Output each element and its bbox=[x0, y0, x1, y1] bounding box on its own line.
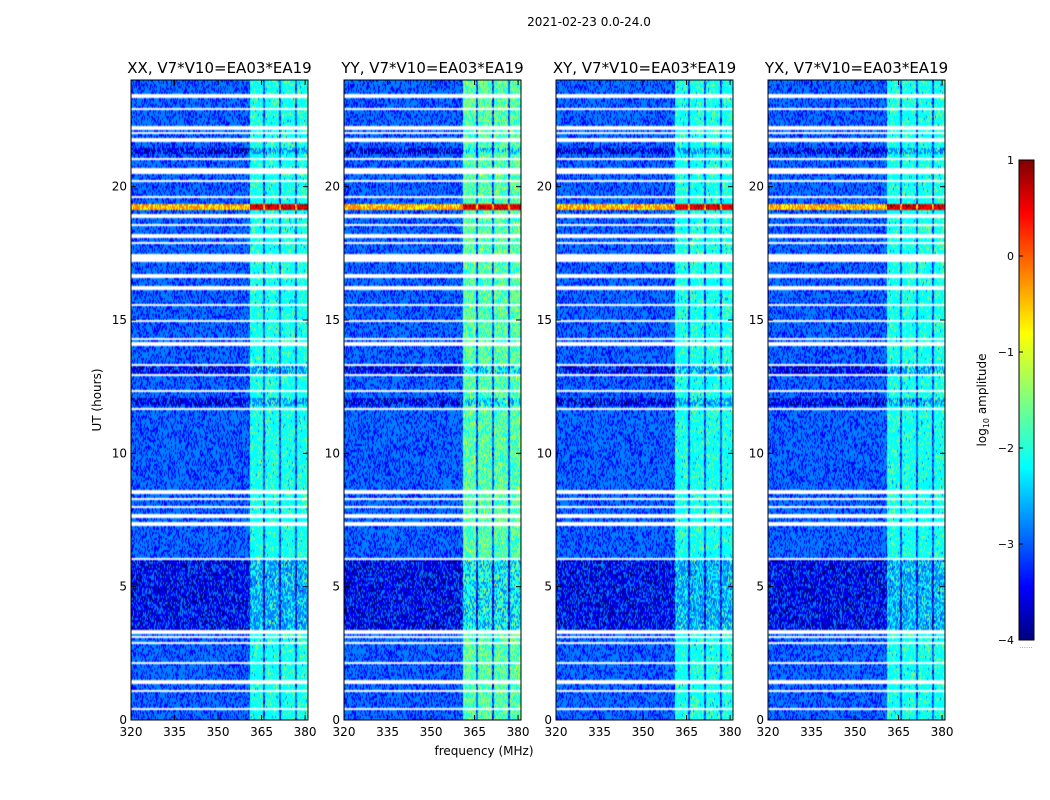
x-tick-label: 380 bbox=[931, 725, 954, 739]
panel-heatmap bbox=[131, 80, 308, 720]
colorbar-tick-label: −2 bbox=[998, 442, 1014, 455]
colorbar-tick-label: −4 bbox=[998, 634, 1014, 647]
colorbar-gradient bbox=[1018, 159, 1035, 641]
x-tick-label: 350 bbox=[420, 725, 443, 739]
y-tick-label: 15 bbox=[537, 313, 552, 327]
panel-frame bbox=[343, 79, 522, 721]
colorbar: 10−1−2−3−4 log10 amplitude ...... bbox=[975, 154, 1035, 650]
x-tick-label: 365 bbox=[250, 725, 273, 739]
y-tick-label: 20 bbox=[749, 180, 764, 194]
panels: XX, V7*V10=EA03*EA19 0 5 10 15 20 320 335 350 365… bbox=[112, 59, 954, 739]
x-tick-label: 320 bbox=[333, 725, 356, 739]
y-tick-label: 5 bbox=[332, 580, 340, 594]
x-tick-label: 320 bbox=[545, 725, 568, 739]
colorbar-label-sub: 10 bbox=[982, 418, 991, 428]
colorbar-tick-label: 0 bbox=[1007, 250, 1014, 263]
panel-heatmap bbox=[344, 80, 521, 720]
panel-title: XX, V7*V10=EA03*EA19 bbox=[127, 59, 311, 77]
panel-2: XY, V7*V10=EA03*EA19 0 5 10 15 20 320 335 350 365… bbox=[537, 59, 742, 739]
colorbar-tick-label: −3 bbox=[998, 538, 1014, 551]
panel-title: YX, V7*V10=EA03*EA19 bbox=[764, 59, 948, 77]
colorbar-caption: ...... bbox=[1019, 642, 1032, 650]
y-tick-label: 15 bbox=[325, 313, 340, 327]
x-tick-label: 335 bbox=[800, 725, 823, 739]
y-tick-label: 0 bbox=[544, 713, 552, 727]
panel-frame bbox=[130, 79, 309, 721]
y-tick-label: 10 bbox=[537, 446, 552, 460]
x-tick-label: 320 bbox=[757, 725, 780, 739]
x-tick-label: 380 bbox=[294, 725, 317, 739]
y-tick-label: 0 bbox=[332, 713, 340, 727]
y-tick-label: 5 bbox=[119, 580, 127, 594]
colorbar-label-main: log bbox=[975, 428, 989, 446]
x-axis-label: frequency (MHz) bbox=[434, 744, 533, 758]
colorbar-tick-label: 1 bbox=[1007, 154, 1014, 167]
x-tick-label: 365 bbox=[887, 725, 910, 739]
colorbar-ticks: 1 0 −1 −2 −3 −4 bbox=[998, 154, 1023, 647]
y-axis-label: UT (hours) bbox=[90, 368, 104, 431]
y-tick-label: 20 bbox=[325, 180, 340, 194]
y-tick-label: 15 bbox=[112, 313, 127, 327]
x-tick-label: 320 bbox=[120, 725, 143, 739]
y-tick-label: 5 bbox=[544, 580, 552, 594]
x-tick-label: 350 bbox=[632, 725, 655, 739]
y-tick-label: 10 bbox=[749, 446, 764, 460]
panel-frame bbox=[767, 79, 946, 721]
y-tick-label: 20 bbox=[112, 180, 127, 194]
x-tick-label: 365 bbox=[675, 725, 698, 739]
x-tick-label: 365 bbox=[463, 725, 486, 739]
colorbar-label: log10 amplitude bbox=[975, 354, 991, 447]
figure-title: 2021-02-23 0.0-24.0 bbox=[527, 15, 651, 29]
panel-1: YY, V7*V10=EA03*EA19 0 5 10 15 20 320 335 350 365… bbox=[325, 59, 530, 739]
panel-3: YX, V7*V10=EA03*EA19 0 5 10 15 20 320 335 350 365… bbox=[749, 59, 954, 739]
x-tick-label: 335 bbox=[163, 725, 186, 739]
y-tick-label: 0 bbox=[756, 713, 764, 727]
x-tick-label: 350 bbox=[844, 725, 867, 739]
panel-frame bbox=[555, 79, 734, 721]
x-tick-label: 380 bbox=[507, 725, 530, 739]
colorbar-tick-label: −1 bbox=[998, 346, 1014, 359]
x-tick-label: 350 bbox=[207, 725, 230, 739]
y-tick-label: 0 bbox=[119, 713, 127, 727]
y-tick-label: 20 bbox=[537, 180, 552, 194]
y-tick-label: 15 bbox=[749, 313, 764, 327]
colorbar-label-rest: amplitude bbox=[975, 354, 989, 418]
x-tick-label: 335 bbox=[588, 725, 611, 739]
y-tick-label: 10 bbox=[325, 446, 340, 460]
panel-heatmap bbox=[768, 80, 945, 720]
panel-title: YY, V7*V10=EA03*EA19 bbox=[340, 59, 523, 77]
x-tick-label: 335 bbox=[376, 725, 399, 739]
panel-0: XX, V7*V10=EA03*EA19 0 5 10 15 20 320 335 350 365… bbox=[112, 59, 317, 739]
x-tick-label: 380 bbox=[719, 725, 742, 739]
panel-title: XY, V7*V10=EA03*EA19 bbox=[553, 59, 736, 77]
y-tick-label: 5 bbox=[756, 580, 764, 594]
y-tick-label: 10 bbox=[112, 446, 127, 460]
panel-heatmap bbox=[556, 80, 733, 720]
